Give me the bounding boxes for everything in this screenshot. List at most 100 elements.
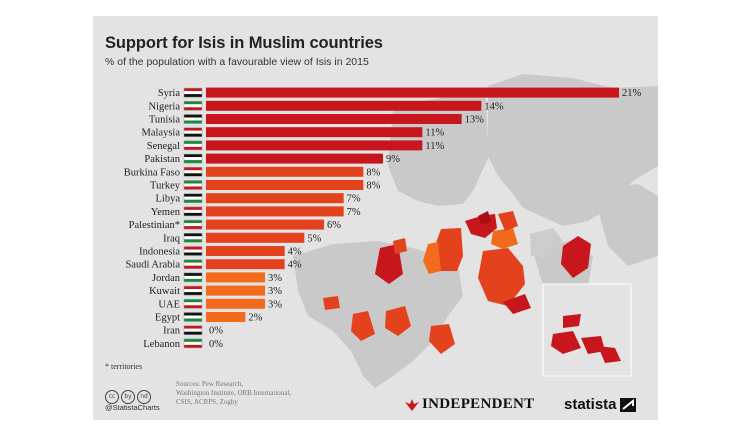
flag-icon — [183, 180, 203, 190]
bar — [206, 285, 265, 296]
flag-icon — [183, 285, 203, 296]
value-label: 13% — [465, 115, 485, 126]
flag-icon — [183, 140, 203, 151]
sources-line: Sources: Pew Research, — [176, 380, 244, 388]
value-label: 8% — [366, 167, 380, 178]
category-label: Saudi Arabia — [125, 260, 180, 271]
value-label: 14% — [484, 101, 504, 112]
value-label: 4% — [288, 260, 302, 271]
category-label: Pakistan — [144, 154, 180, 165]
statista-logo: statista — [564, 396, 636, 413]
chart-title: Support for Isis in Muslim countries — [105, 34, 383, 52]
bar — [206, 87, 619, 98]
value-label: 3% — [268, 286, 282, 297]
sources-line: CSIS, ACRPS, Zogby — [176, 398, 238, 406]
chart-subtitle: % of the population with a favourable vi… — [105, 56, 369, 68]
highlighted-countries — [323, 211, 591, 354]
value-label: 3% — [268, 273, 282, 284]
value-label: 2% — [248, 313, 262, 324]
statista-handle: @StatistaCharts — [105, 403, 160, 412]
category-label: Malaysia — [142, 128, 181, 139]
value-label: 5% — [307, 233, 321, 244]
sources-line: Washington Institute, ORB International, — [176, 389, 292, 397]
independent-logo: INDEPENDENT — [405, 396, 534, 413]
bar — [206, 153, 383, 164]
value-label: 3% — [268, 299, 282, 310]
bar — [206, 298, 265, 309]
flag-icon — [183, 272, 203, 283]
statista-wordmark: statista — [564, 396, 617, 413]
category-label: Indonesia — [139, 247, 180, 258]
value-label: 4% — [288, 247, 302, 258]
value-label: 6% — [327, 220, 341, 231]
flag-icon — [183, 233, 203, 243]
flag-icon — [183, 101, 203, 111]
value-label: 8% — [366, 181, 380, 192]
category-label: Egypt — [155, 313, 180, 324]
independent-wordmark: INDEPENDENT — [422, 396, 535, 412]
bar — [206, 193, 344, 204]
bar — [206, 219, 324, 230]
cc-icon: cc — [105, 390, 119, 404]
flag-icon — [183, 338, 203, 349]
category-label: Iran — [163, 326, 181, 337]
category-label: Tunisia — [149, 115, 180, 126]
flag-icon — [183, 219, 203, 230]
bar — [206, 272, 265, 283]
sources: Sources: Pew Research, Washington Instit… — [176, 380, 306, 407]
category-label: Turkey — [150, 181, 181, 192]
eagle-icon — [405, 398, 419, 411]
value-label: 21% — [622, 88, 642, 99]
category-label: Palestinian* — [129, 220, 180, 231]
flag-icon — [183, 246, 203, 256]
category-label: Senegal — [147, 141, 180, 152]
value-label: 7% — [347, 194, 361, 205]
category-label: Lebanon — [143, 339, 180, 350]
bar — [206, 232, 305, 243]
flag-icon — [183, 299, 203, 309]
bar — [206, 114, 462, 124]
flag-icon — [183, 193, 203, 203]
footnote: * territories — [105, 362, 143, 371]
flag-icon — [183, 206, 203, 217]
inset-map — [542, 283, 632, 377]
flag-icon — [183, 259, 203, 269]
bar — [206, 100, 482, 111]
nd-icon: nd — [137, 390, 151, 404]
value-label: 9% — [386, 154, 400, 165]
category-label: Libya — [156, 194, 181, 205]
bar — [206, 180, 364, 190]
statista-mark-icon — [619, 397, 636, 412]
infographic-card: Support for Isis in Muslim countries % o… — [93, 16, 658, 420]
cc-license-icons: cc by nd — [105, 385, 153, 404]
by-icon: by — [121, 390, 135, 404]
bar — [206, 140, 423, 151]
value-label: 7% — [347, 207, 361, 218]
flag-icon — [183, 127, 203, 137]
bar — [206, 206, 344, 217]
category-label: Syria — [158, 88, 181, 99]
bar — [206, 166, 364, 177]
category-label: Kuwait — [149, 286, 180, 297]
bar — [206, 127, 423, 138]
bar — [206, 246, 285, 256]
category-label: Yemen — [151, 207, 181, 218]
value-label: 11% — [425, 141, 444, 152]
value-label: 11% — [425, 128, 444, 139]
category-label: Jordan — [152, 273, 181, 284]
category-label: Iraq — [163, 233, 181, 244]
bar-chart: Syria 21% Nigeria 14% Tunisia 13% Malaysia 11% S… — [124, 87, 642, 350]
flag-icon — [183, 167, 203, 177]
bar — [206, 259, 285, 270]
category-label: Burkina Faso — [124, 167, 180, 178]
flag-icon — [183, 325, 203, 335]
flag-icon — [183, 153, 203, 164]
category-label: UAE — [158, 299, 180, 310]
value-label: 0% — [209, 326, 223, 337]
bar — [206, 312, 246, 322]
flag-icon — [183, 312, 203, 322]
flag-icon — [183, 87, 203, 98]
category-label: Nigeria — [149, 101, 181, 112]
flag-icon — [183, 114, 203, 124]
value-label: 0% — [209, 339, 223, 350]
